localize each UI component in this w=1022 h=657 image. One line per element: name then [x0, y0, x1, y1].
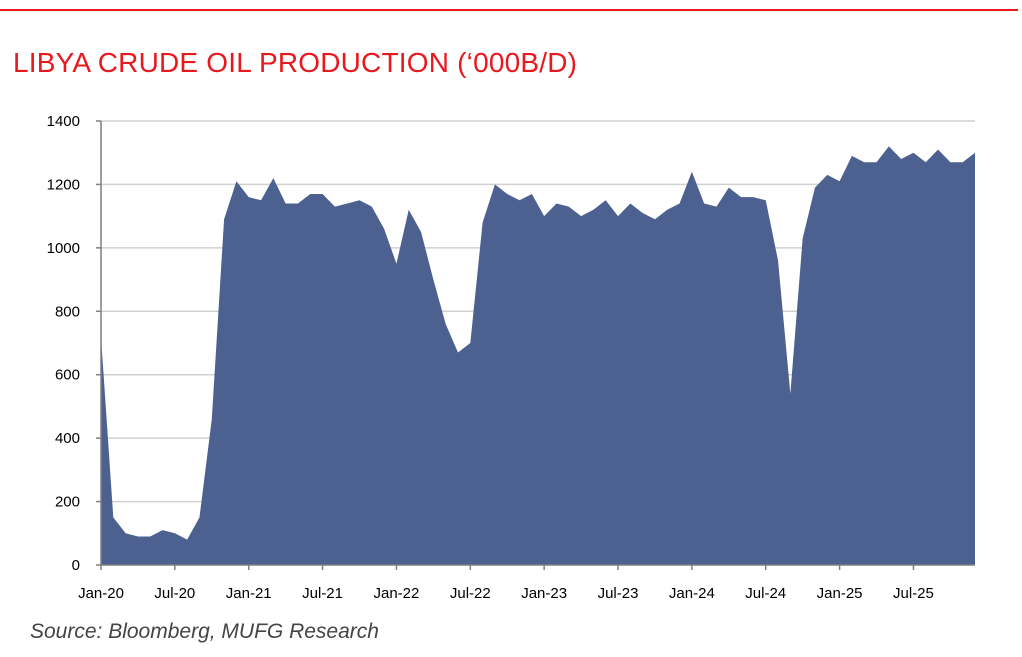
x-tick-label: Jan-24	[669, 585, 715, 602]
x-tick-label: Jan-21	[226, 585, 272, 602]
y-tick-label: 600	[55, 367, 80, 384]
x-tick-label: Jul-21	[302, 585, 343, 602]
x-tick-label: Jul-22	[450, 585, 491, 602]
y-tick-label: 1400	[47, 113, 80, 130]
x-tick-label: Jul-24	[745, 585, 786, 602]
y-tick-label: 1200	[47, 176, 80, 193]
x-tick-label: Jul-20	[154, 585, 195, 602]
y-tick-label: 200	[55, 494, 80, 511]
source-note: Source: Bloomberg, MUFG Research	[30, 620, 379, 643]
y-tick-label: 0	[72, 557, 80, 574]
series-area	[101, 146, 975, 565]
chart-title: LIBYA CRUDE OIL PRODUCTION (‘000B/D)	[13, 47, 578, 78]
header-rule	[0, 9, 1018, 11]
x-tick-label: Jul-23	[598, 585, 639, 602]
x-tick-label: Jan-23	[521, 585, 567, 602]
y-tick-label: 800	[55, 303, 80, 320]
x-tick-label: Jan-25	[817, 585, 863, 602]
x-tick-label: Jan-20	[78, 585, 124, 602]
x-tick-label: Jan-22	[373, 585, 419, 602]
x-tick-labels: Jan-20 Jul-20 Jan-21 Jul-21 Jan-22 Jul-22 Jan-…	[78, 585, 934, 602]
y-tick-labels: 0 200 400 600 800 1000 1200 1400	[47, 113, 80, 574]
axes	[96, 120, 975, 570]
y-tick-label: 400	[55, 430, 80, 447]
x-tick-label: Jul-25	[893, 585, 934, 602]
y-tick-label: 1000	[47, 240, 80, 257]
